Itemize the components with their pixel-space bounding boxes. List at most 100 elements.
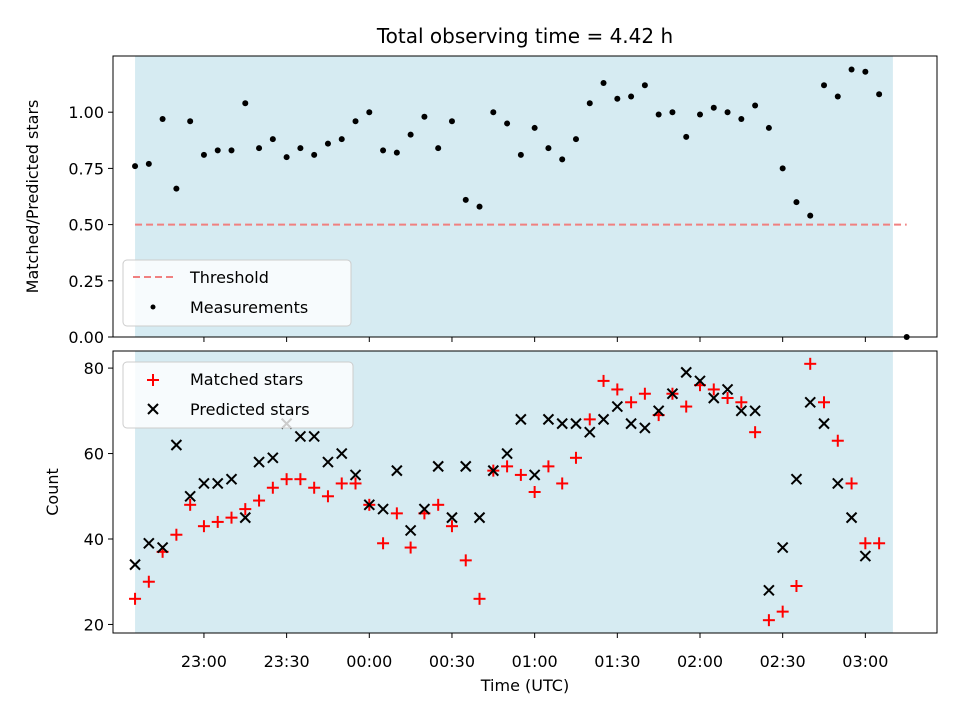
measurement-point <box>628 93 635 100</box>
measurement-point <box>462 196 469 203</box>
ratio-ytick-label: 0.00 <box>68 328 104 347</box>
count-legend: Matched stars Predicted stars <box>122 361 354 429</box>
predicted-star-point <box>225 473 238 485</box>
time-xtick-label: 23:00 <box>181 652 227 671</box>
predicted-star-point <box>749 405 761 417</box>
measurement-point <box>214 147 221 154</box>
predicted-star-point <box>294 430 307 443</box>
legend-predicted-label: Predicted stars <box>190 400 310 419</box>
measurement-point <box>848 66 855 73</box>
measurement-point <box>738 115 745 122</box>
measurement-point <box>862 68 869 75</box>
measurement-point <box>269 136 276 143</box>
predicted-star-point <box>708 392 720 404</box>
predicted-star-point <box>639 422 651 434</box>
predicted-star-point <box>198 477 210 490</box>
measurement-point <box>793 199 800 206</box>
predicted-star-point <box>763 584 775 596</box>
measurement-point <box>600 79 607 86</box>
predicted-star-point <box>239 511 251 524</box>
matched-star-point <box>680 400 693 413</box>
measurement-point <box>559 156 566 163</box>
measurement-point <box>572 136 579 143</box>
matched-star-point <box>818 396 831 409</box>
matched-star-point <box>211 515 224 528</box>
matched-star-point <box>501 460 514 473</box>
measurement-point <box>614 95 621 102</box>
measurement-point <box>765 124 772 131</box>
matched-star-point <box>239 503 252 516</box>
matched-star-point <box>583 413 596 426</box>
matched-star-point <box>459 554 472 567</box>
matched-star-point <box>873 537 886 550</box>
predicted-star-point <box>267 452 279 464</box>
predicted-star-point <box>156 541 169 554</box>
predicted-star-point <box>473 511 486 524</box>
measurement-point <box>876 91 883 98</box>
measurement-point <box>421 113 428 120</box>
matched-star-point <box>308 481 321 494</box>
matched-star-point <box>170 528 183 541</box>
matched-star-point <box>473 592 486 605</box>
predicted-star-point <box>308 430 320 443</box>
predicted-star-point <box>845 511 858 524</box>
ratio-panel-frame <box>112 55 938 338</box>
legend-measurements-swatch <box>150 304 156 310</box>
matched-star-point <box>625 396 638 409</box>
measurement-point <box>324 140 331 147</box>
measurement-point <box>476 203 483 210</box>
predicted-star-point <box>515 413 527 426</box>
matched-star-point <box>225 511 238 524</box>
time-xtick-label: 01:30 <box>594 652 640 671</box>
predicted-star-point <box>143 537 155 549</box>
time-xtick-label: 02:30 <box>760 652 806 671</box>
count-ytick-label: 80 <box>84 359 104 378</box>
count-ytick-label: 60 <box>84 445 104 464</box>
predicted-star-point <box>391 464 403 477</box>
measurement-point <box>490 109 497 116</box>
measurement-point <box>448 118 455 125</box>
matched-star-point <box>845 477 858 490</box>
predicted-star-point <box>804 396 816 408</box>
time-xtick-label: 23:30 <box>264 652 310 671</box>
predicted-star-point <box>349 469 362 481</box>
predicted-star-point <box>460 460 472 473</box>
predicted-star-point <box>666 388 679 400</box>
predicted-star-point <box>818 417 830 430</box>
matched-star-point <box>776 605 789 618</box>
predicted-star-point <box>501 447 513 460</box>
matched-star-point <box>294 473 307 486</box>
ratio-ytick-label: 1.00 <box>68 103 104 122</box>
predicted-star-point <box>336 447 348 460</box>
matched-star-point <box>762 614 775 627</box>
chart-title: Total observing time = 4.42 h <box>376 24 673 48</box>
measurement-point <box>173 185 180 192</box>
measurement-point <box>380 147 387 154</box>
legend-matched-swatch <box>147 374 159 386</box>
predicted-star-point <box>487 464 500 477</box>
matched-star-point <box>528 486 541 498</box>
predicted-star-point <box>556 417 568 430</box>
measurement-point <box>710 104 717 111</box>
measurement-point <box>242 100 249 107</box>
matched-star-point <box>445 520 458 533</box>
matched-star-point <box>335 477 348 490</box>
count-ytick-label: 20 <box>84 615 104 634</box>
measurement-point <box>586 100 593 107</box>
measurement-point <box>352 118 359 125</box>
legend-matched-label: Matched stars <box>190 370 303 389</box>
measurement-point <box>145 160 152 167</box>
matched-star-point <box>542 460 555 473</box>
legend-predicted-swatch <box>147 403 159 415</box>
matched-star-point <box>129 592 142 605</box>
measurement-point <box>435 145 442 152</box>
ratio-axis-label: Matched/Predicted stars <box>23 100 42 294</box>
measurement-point <box>669 109 676 116</box>
matched-star-point <box>253 494 266 507</box>
time-xtick-label: 00:00 <box>346 652 392 671</box>
time-xtick-label: 02:00 <box>677 652 723 671</box>
predicted-star-point <box>859 550 872 562</box>
measurement-point <box>724 109 731 116</box>
measurement-point <box>696 111 703 118</box>
ratio-panel: 0.00 0.25 0.50 0.75 1.00 Total observing tim… <box>23 24 938 347</box>
